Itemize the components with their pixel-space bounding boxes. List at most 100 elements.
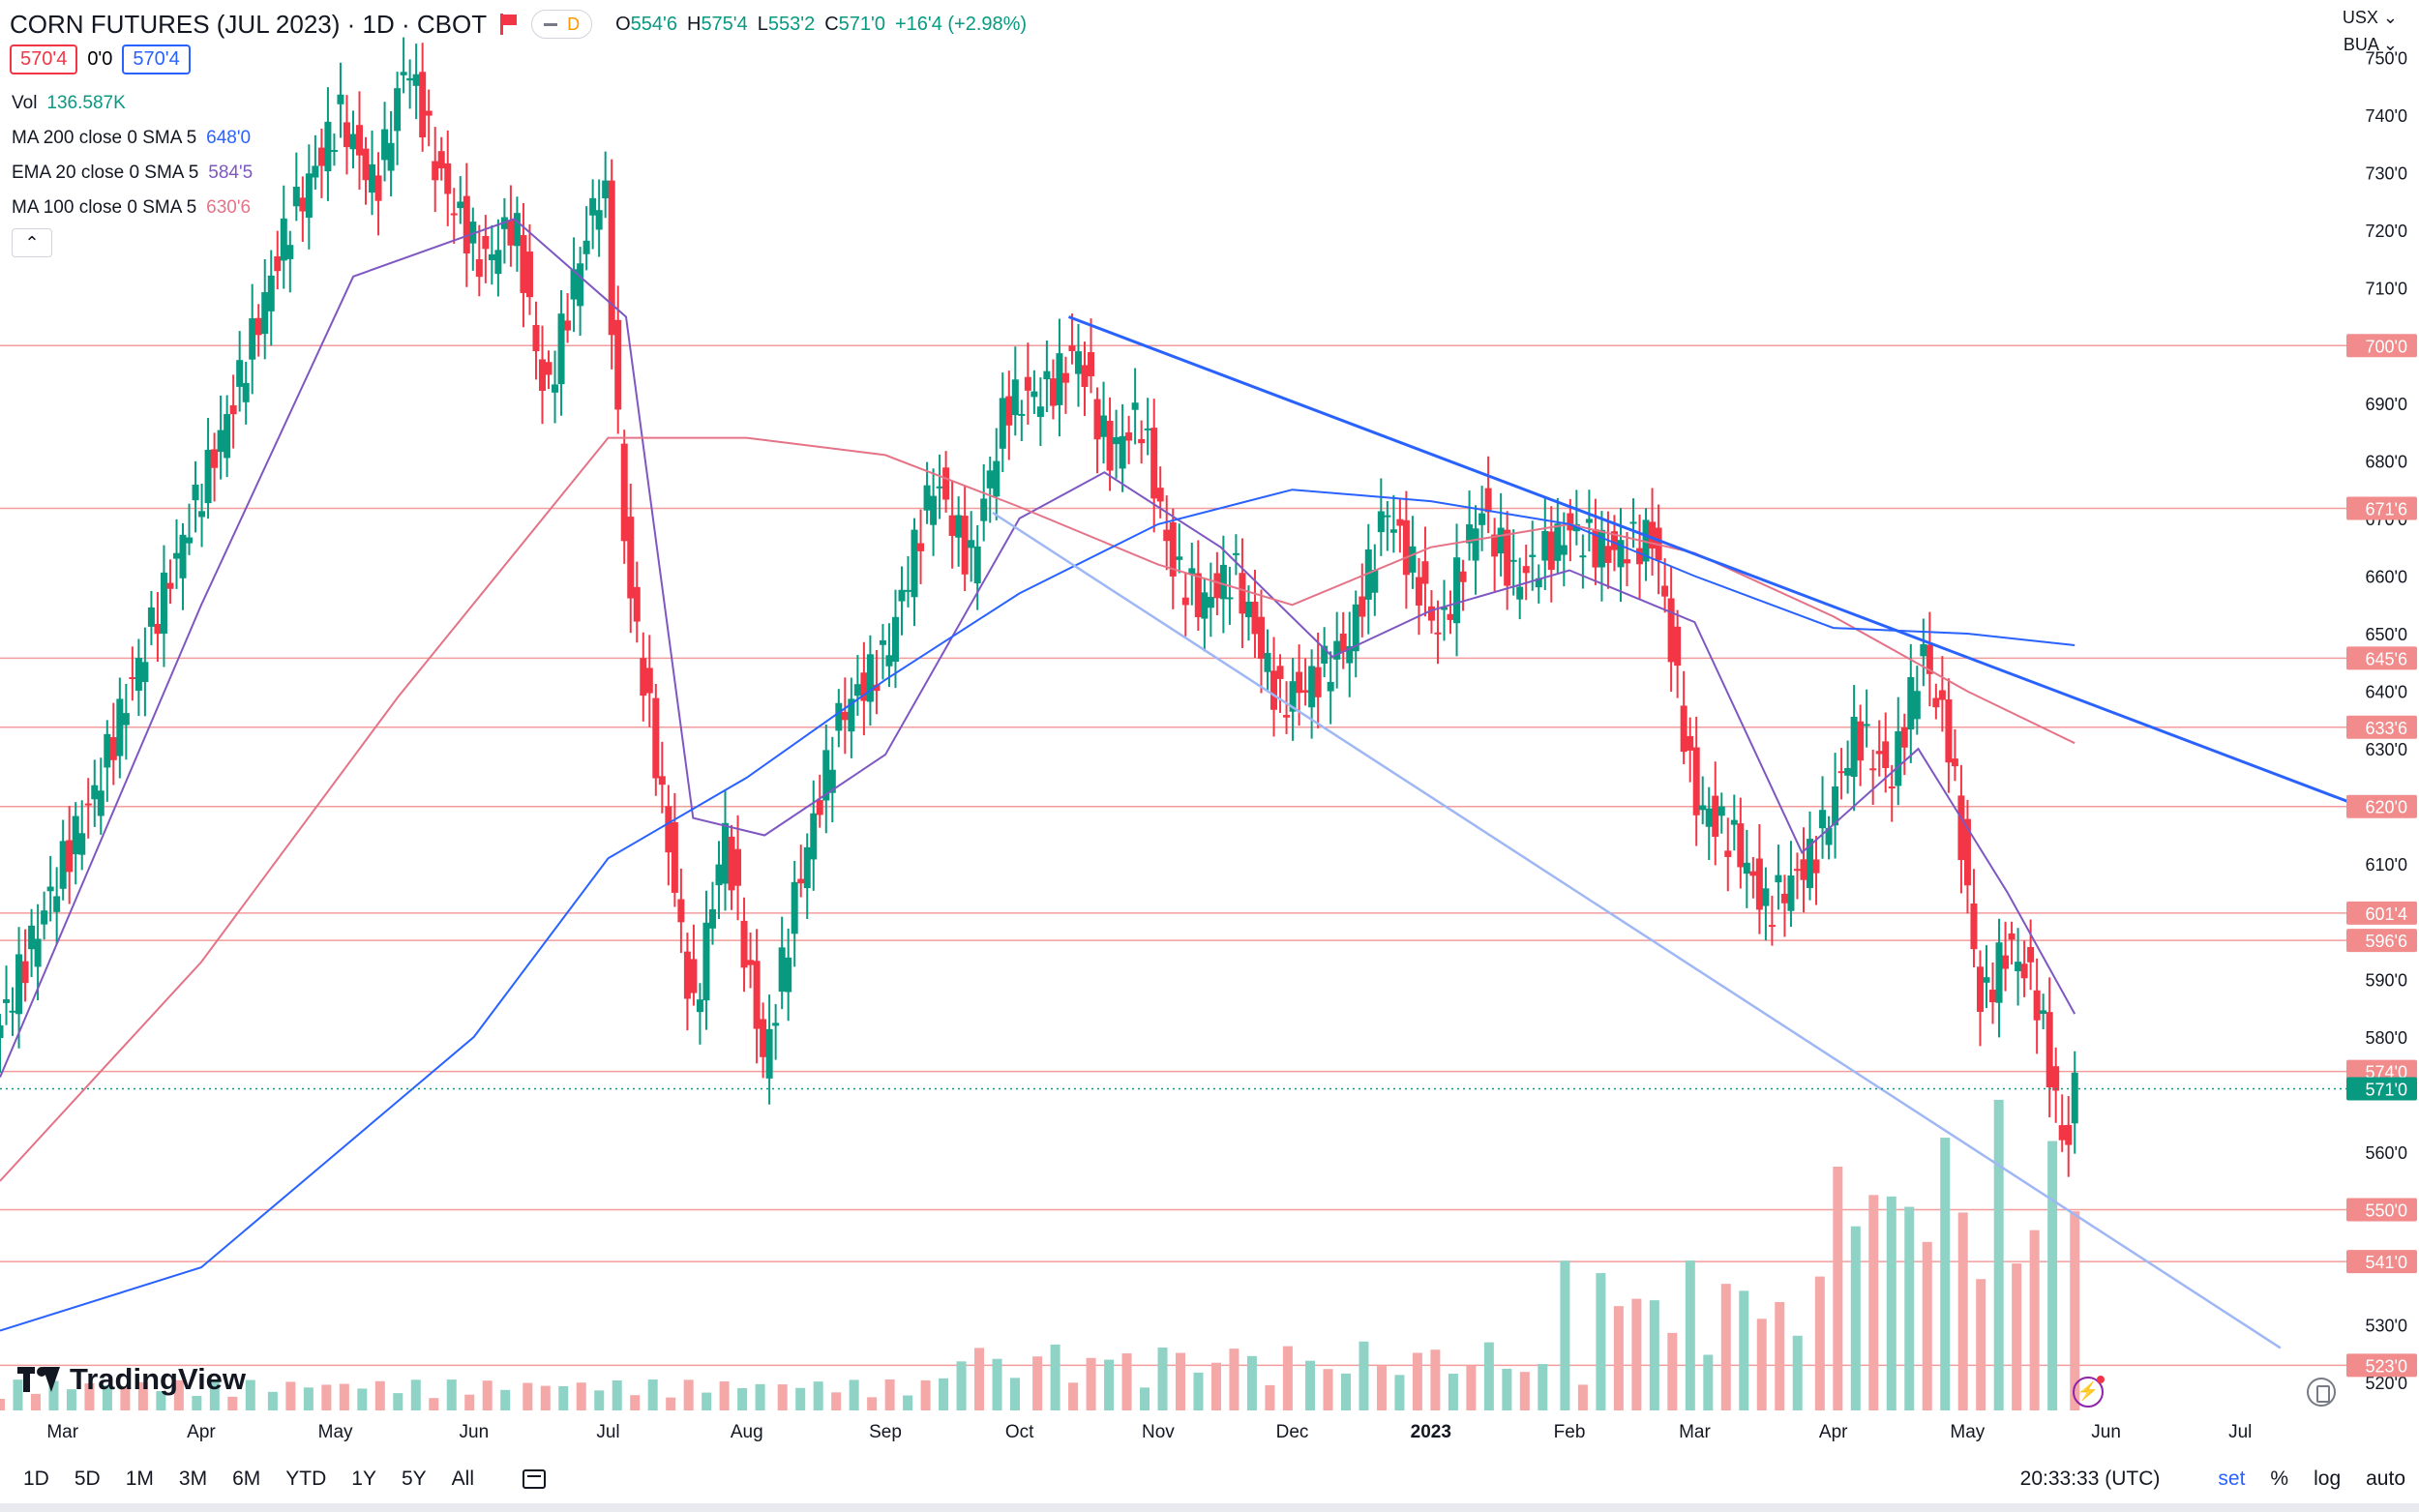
indicator-row[interactable]: MA 200 close 0 SMA 5 648'0	[12, 128, 251, 149]
volume-bar	[1032, 1356, 1043, 1410]
candle-body	[608, 180, 615, 336]
candle-body	[305, 173, 313, 219]
volume-bar	[1140, 1387, 1150, 1410]
candle-body	[1264, 652, 1271, 672]
bottom-divider	[0, 1503, 2419, 1512]
level-label: 633'6	[2366, 719, 2407, 738]
y-tick-label: 520'0	[2366, 1374, 2407, 1393]
y-tick-label: 690'0	[2366, 395, 2407, 414]
candle-body	[1807, 839, 1814, 889]
trend-line	[992, 511, 2282, 1349]
interval-pill[interactable]: D	[531, 10, 593, 39]
candle-body	[1056, 353, 1063, 405]
indicator-row[interactable]: MA 100 close 0 SMA 5 630'6	[12, 197, 251, 219]
symbol-title[interactable]: CORN FUTURES (JUL 2023) · 1D · CBOT	[10, 9, 488, 39]
candle-body	[1547, 531, 1555, 571]
candle-body	[760, 1019, 767, 1057]
candle-body	[166, 582, 174, 589]
candle-body	[602, 180, 610, 199]
candle-body	[172, 552, 180, 559]
flag-icon[interactable]	[500, 14, 518, 35]
candle-body	[1743, 862, 1750, 875]
candle-body	[1812, 859, 1820, 874]
volume-bar	[482, 1380, 493, 1410]
collapse-legend-button[interactable]: ⌃	[12, 228, 52, 257]
volume-bar	[1833, 1167, 1843, 1410]
candle-body	[400, 72, 407, 75]
bid-box[interactable]: 570'4	[10, 44, 78, 74]
candle-body	[1610, 531, 1618, 550]
range-button[interactable]: All	[451, 1468, 474, 1490]
volume-bar	[13, 1379, 23, 1410]
candle-body	[198, 511, 206, 518]
lightning-icon[interactable]: ⚡	[2073, 1376, 2105, 1408]
candle-body	[822, 750, 830, 801]
candle-body	[1131, 402, 1139, 410]
candle-body	[122, 713, 130, 726]
candle-body	[1674, 626, 1682, 667]
candle-body	[2046, 1012, 2053, 1087]
candle-body	[1188, 568, 1196, 575]
set-toggle[interactable]: set	[2218, 1468, 2246, 1490]
log-toggle[interactable]: log	[2314, 1468, 2342, 1490]
candle-body	[3, 998, 11, 1003]
candle-body	[1585, 519, 1593, 523]
level-label: 645'6	[2366, 649, 2407, 668]
candle-body	[343, 122, 350, 148]
percent-toggle[interactable]: %	[2270, 1468, 2289, 1490]
auto-toggle[interactable]: auto	[2366, 1468, 2405, 1490]
candle-body	[419, 72, 427, 137]
x-tick-label: Apr	[1819, 1422, 1848, 1442]
volume-bar	[1886, 1196, 1896, 1410]
candle-body	[1983, 977, 1990, 983]
volume-bar	[1448, 1374, 1458, 1410]
volume-bar	[1850, 1226, 1861, 1410]
x-tick-label: Feb	[1554, 1422, 1586, 1442]
volume-bar	[1577, 1384, 1588, 1410]
range-button[interactable]: 5Y	[401, 1468, 427, 1490]
level-label-bg	[2346, 646, 2417, 670]
tradingview-logo[interactable]: TradingView	[17, 1362, 246, 1397]
ask-box[interactable]: 570'4	[122, 44, 191, 74]
volume-bar	[755, 1383, 765, 1410]
candle-body	[1459, 571, 1467, 582]
candle-body	[381, 129, 389, 161]
range-button[interactable]: 3M	[178, 1468, 208, 1490]
volume-bar	[192, 1396, 202, 1410]
range-button[interactable]: 1D	[23, 1468, 49, 1490]
candle-body	[1484, 488, 1492, 513]
x-tick-label: Jul	[2228, 1422, 2252, 1442]
candle-body	[104, 733, 111, 768]
range-button[interactable]: 6M	[232, 1468, 261, 1490]
range-button[interactable]: YTD	[285, 1468, 327, 1490]
indicator-row[interactable]: EMA 20 close 0 SMA 5 584'5	[12, 163, 253, 184]
candle-body	[349, 133, 357, 150]
currency-selector[interactable]: USX ⌄	[2342, 8, 2398, 27]
unit-selector[interactable]: BUA ⌄	[2343, 35, 2398, 54]
candle-body	[1289, 681, 1297, 712]
candle-body	[1895, 730, 1902, 786]
candle-body	[665, 806, 672, 853]
candle-body	[1907, 676, 1915, 730]
candle-body	[46, 886, 54, 892]
candle-body	[286, 245, 294, 259]
candle-body	[437, 151, 445, 169]
candle-body	[1699, 805, 1707, 811]
range-button[interactable]: 1Y	[351, 1468, 376, 1490]
utc-clock[interactable]: 20:33:33 (UTC)	[2019, 1468, 2161, 1490]
reset-scale-icon[interactable]	[2307, 1378, 2336, 1407]
calendar-icon[interactable]	[523, 1469, 546, 1489]
y-tick-label: 720'0	[2366, 222, 2407, 241]
volume-bar	[1775, 1301, 1785, 1410]
candle-body	[1554, 523, 1562, 561]
candle-body	[1201, 592, 1209, 619]
range-button[interactable]: 5D	[74, 1468, 101, 1490]
range-button[interactable]: 1M	[125, 1468, 154, 1490]
candle-body	[2058, 1125, 2066, 1141]
volume-bar	[1957, 1212, 1968, 1410]
indicator-value: 648'0	[206, 128, 252, 148]
candle-body	[785, 957, 792, 993]
indicator-row[interactable]: Vol 136.587K	[12, 93, 126, 114]
volume-bar	[1412, 1352, 1422, 1410]
